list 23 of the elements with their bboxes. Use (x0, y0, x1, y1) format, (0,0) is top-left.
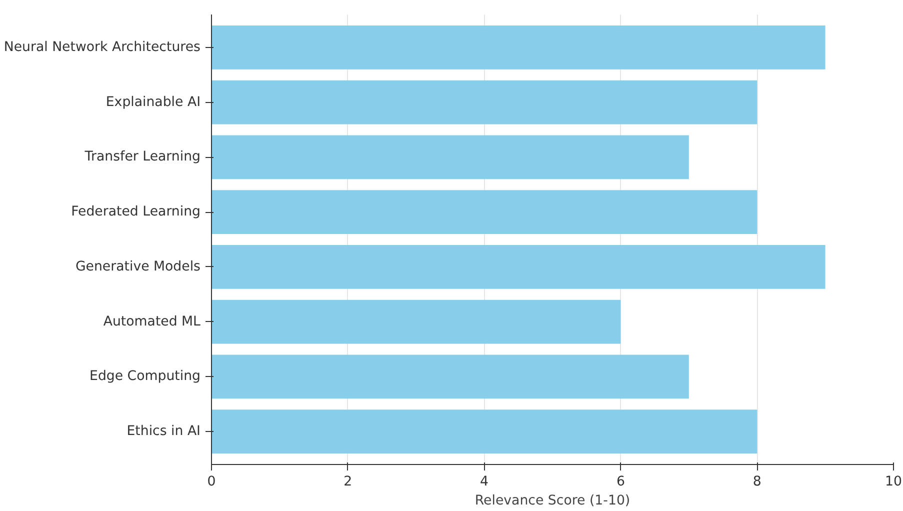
x-tick-label: 8 (752, 474, 762, 490)
bar (212, 300, 621, 344)
y-tick-label: Edge Computing (90, 369, 201, 384)
x-tick-label: 10 (885, 474, 902, 490)
x-tick-label: 0 (207, 474, 216, 490)
y-tick-label: Automated ML (103, 314, 202, 330)
bar (212, 410, 758, 454)
bar (212, 244, 826, 289)
x-tick-label: 4 (480, 474, 489, 490)
x-tick-label: 2 (344, 474, 352, 490)
bar (212, 80, 758, 124)
y-tick-label: Transfer Learning (84, 150, 201, 165)
x-tick-label: 6 (616, 474, 625, 490)
x-axis-title: Relevance Score (1-10) (474, 494, 630, 508)
y-tick-label: Ethics in AI (126, 424, 201, 440)
bar (212, 25, 826, 70)
bar (212, 190, 758, 234)
y-tick-label: Neural Network Architectures (4, 40, 201, 55)
y-tick-label: Generative Models (75, 259, 201, 274)
bar (212, 354, 689, 399)
bar (212, 135, 689, 180)
y-tick-label: Federated Learning (71, 204, 201, 220)
y-tick-label: Explainable AI (106, 94, 201, 110)
